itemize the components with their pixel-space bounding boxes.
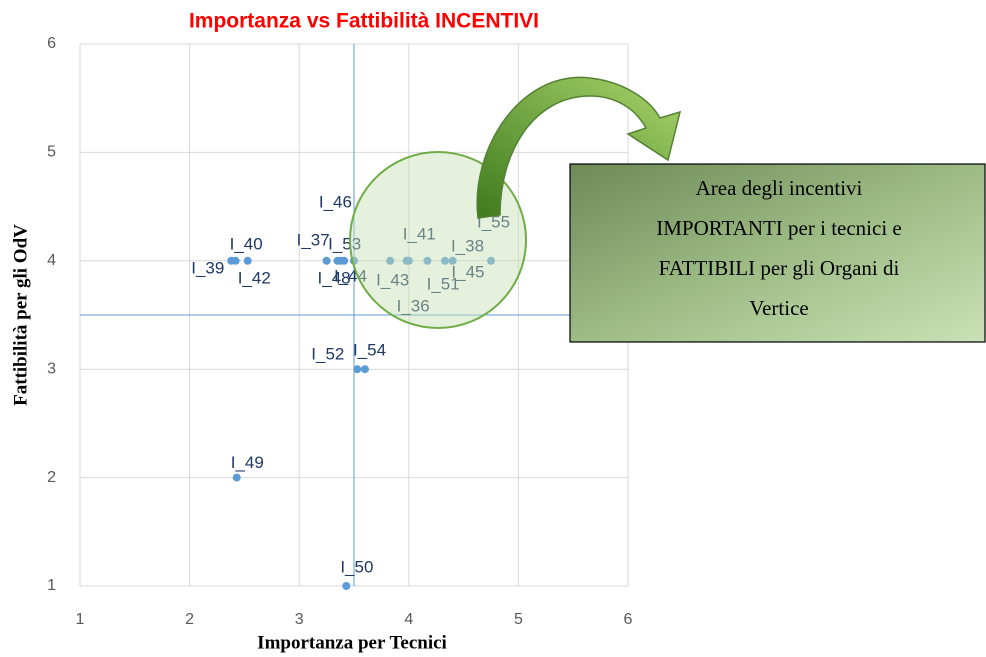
y-tick-label: 1 [47,577,56,594]
annotation-text: IMPORTANTI per i tecnici e [656,216,902,240]
y-tick-label: 5 [47,144,56,161]
point [342,582,350,590]
y-tick-label: 4 [47,252,56,269]
point [244,257,252,265]
y-tick-label: 6 [47,35,56,52]
chart: Importanza vs Fattibilità INCENTIVI Impo… [0,0,986,657]
y-tick-label: 2 [47,469,56,486]
annotation-text: Vertice [749,296,808,320]
annotation-text: FATTIBILI per gli Organi di [659,256,900,280]
point-label: I_49 [231,453,264,472]
x-tick-label: 2 [185,611,194,628]
point-label: I_46 [319,192,352,211]
y-axis-title: Fattibilità per gli OdV [10,224,31,406]
point-label: I_40 [230,234,263,253]
chart-title: Importanza vs Fattibilità INCENTIVI [189,10,539,33]
point [340,257,348,265]
point-label: I_52 [311,345,344,364]
point-label: I_42 [238,268,271,287]
x-tick-label: 5 [514,611,523,628]
x-tick-label: 4 [404,611,413,628]
point-label: I_54 [353,341,386,360]
x-tick-label: 6 [624,611,633,628]
point [233,474,241,482]
point-label: I_37 [297,230,330,249]
x-axis-title: Importanza per Tecnici [257,632,447,653]
point [232,257,240,265]
point [353,365,361,373]
point [361,365,369,373]
y-tick-label: 3 [47,360,56,377]
x-tick-label: 1 [76,611,85,628]
point-label: I_39 [191,258,224,277]
point-label: I_50 [340,557,373,576]
annotation-text: Area degli incentivi [696,176,863,200]
x-tick-label: 3 [295,611,304,628]
point [323,257,331,265]
